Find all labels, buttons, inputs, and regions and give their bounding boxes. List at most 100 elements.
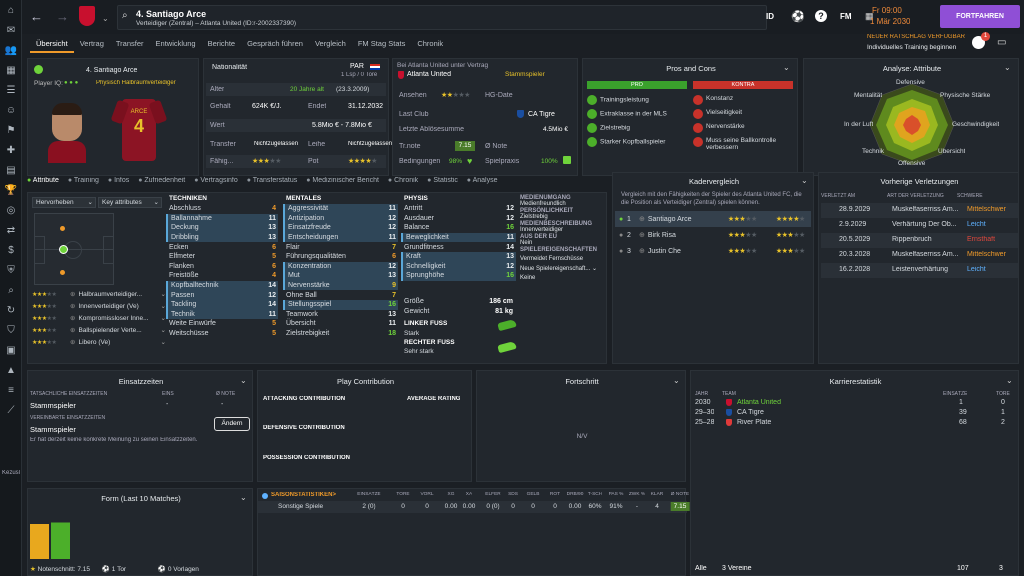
subtab-contract-info[interactable]: Vertragsinfo [200, 177, 238, 184]
match-sharpness-label: Spielpraxis [485, 158, 520, 165]
attribute-row: Antizipation 12 [283, 213, 398, 224]
transfers-icon[interactable]: ⇄ [6, 224, 16, 236]
refresh-icon[interactable]: ↻ [6, 304, 16, 316]
role-item[interactable]: ★★★★★ ⊕ Innenverteidiger (Ve) ⌄ [32, 302, 166, 311]
season-stats-title[interactable]: SAISONSTATISTIKEN> [271, 492, 336, 498]
season-row: Sonstige Spiele 2 (0) 0 0 0.00 0.00 0 (0) 0 0 0 0… [258, 501, 690, 513]
ball-icon[interactable]: ⚽ [791, 11, 805, 23]
club-icon[interactable]: ⛨ [7, 264, 15, 276]
fm-menu-button[interactable]: FM [840, 12, 852, 21]
season-value: 0.00 [568, 503, 582, 510]
subtab-happiness[interactable]: Zufriedenheit [144, 177, 186, 184]
tab-development[interactable]: Entwicklung [155, 39, 196, 48]
highlight-dropdown[interactable]: Hervorheben ⌄ [32, 197, 96, 208]
career-year-header: JAHR [695, 391, 709, 397]
actual-time-value: Stammspieler [30, 401, 76, 410]
tab-history[interactable]: Chronik [417, 39, 444, 48]
attribute-row: Ecken 6 [169, 243, 276, 251]
squad-comparison-row[interactable]: ● 3 ⊕ Justin Che ★★★★★ ★★★★★ [619, 247, 805, 256]
dynamics-icon[interactable]: ☰ [6, 84, 16, 96]
shirt-name: ARCE [130, 109, 148, 115]
subtab-info[interactable]: Infos [114, 177, 130, 184]
chart-icon[interactable]: ▲ [6, 364, 16, 376]
chevron-down-icon[interactable]: ⌄ [240, 376, 247, 385]
shield-icon[interactable]: ⛉ [7, 324, 15, 336]
subtab-transfer-status[interactable]: Transferstatus [252, 177, 298, 184]
bag-icon[interactable]: ▣ [6, 344, 16, 356]
chevron-down-icon[interactable]: ⌄ [240, 493, 247, 502]
tab-talk[interactable]: Gespräch führen [247, 39, 303, 48]
chevron-down-icon[interactable]: ⌄ [783, 63, 790, 72]
key-attributes-dropdown[interactable]: Key attributes ⌄ [98, 197, 162, 208]
medical-icon[interactable]: ✚ [6, 144, 16, 156]
subtab-history[interactable]: Chronik [394, 177, 419, 184]
role-item[interactable]: ★★★★★ ⊕ Libero (Ve) ⌄ [32, 338, 166, 347]
tab-overview[interactable]: Übersicht [30, 39, 74, 53]
subtab-attributes[interactable]: Attribute [32, 177, 59, 184]
player-shirt: ARCE 4 [110, 99, 168, 161]
home-icon[interactable]: ⌂ [7, 4, 15, 16]
subtab-training[interactable]: Training [73, 177, 99, 184]
change-button[interactable]: Ändern [214, 417, 250, 431]
tip-text[interactable]: Individuelles Training beginnen [867, 44, 957, 51]
injuries-title: Vorherige Verletzungen [880, 177, 959, 186]
chevron-down-icon[interactable]: ⌄ [673, 376, 680, 385]
player-subtitle: Verteidiger (Zentral) – Atlanta United (… [136, 20, 297, 27]
media-info: MEDIENUMGANG Medienfreundlich PERSÖNLICH… [520, 195, 606, 281]
form-panel: Form (Last 10 Matches) ⌄ ★ Notenschnitt:… [27, 488, 253, 576]
screen-icon[interactable]: ▭ [997, 37, 1007, 48]
tactics-icon[interactable]: ▦ [6, 64, 16, 76]
continue-button[interactable]: FORTFAHREN [940, 5, 1020, 28]
subtab-analysis[interactable]: Analyse [472, 177, 498, 184]
injury-severity-header: SCHWERE [957, 193, 983, 199]
search-icon: ⌕ [122, 10, 128, 21]
finances-icon[interactable]: $ [8, 244, 14, 256]
subtab-medical[interactable]: Medizinischer Bericht [312, 177, 379, 184]
tab-compare[interactable]: Vergleich [314, 39, 346, 48]
chevron-down-icon[interactable]: ⌄ [102, 14, 109, 23]
con-item: Konstanz [693, 95, 793, 105]
subtab-statistic[interactable]: Statistic [433, 177, 458, 184]
attributes-panel: Hervorheben ⌄ Key attributes ⌄ ★★★★★ ⊕ Halbr… [27, 192, 607, 364]
add-trait-item[interactable]: Neue Spielereigenschaft... ⌄ [520, 266, 598, 272]
form-footer: ★ Notenschnitt: 7.15 ⚽ 1 Tor ⚽ 0 Vorlage… [30, 565, 199, 573]
tab-fm-stag-stats[interactable]: FM Stag Stats [357, 39, 406, 48]
attribute-row: Grundfitness 14 [404, 243, 514, 251]
tab-transfer[interactable]: Transfer [115, 39, 144, 48]
tab-reports[interactable]: Berichte [207, 39, 236, 48]
schedule-icon[interactable]: ▤ [6, 164, 16, 176]
activity-icon[interactable]: ⟋ [7, 404, 15, 416]
chevron-down-icon[interactable]: ⌄ [1006, 376, 1013, 385]
search-icon[interactable]: ⌕ [8, 284, 14, 296]
radar-label-aerial: In der Luft [844, 121, 874, 128]
help-icon[interactable]: ? [815, 10, 827, 22]
scouting-icon[interactable]: ◎ [6, 204, 16, 216]
radar-label-defensive: Defensive [896, 79, 925, 86]
forward-arrow-icon[interactable]: → [56, 9, 69, 24]
squad-comparison-panel: Kadervergleich ⌄ Vergleich mit den Fähig… [612, 172, 814, 364]
squad-comparison-row[interactable]: ● 1 ⊕ Santiago Arce ★★★★★ ★★★★★ [615, 211, 811, 227]
calendar-icon[interactable]: ▦ [865, 11, 874, 21]
back-arrow-icon[interactable]: ← [30, 9, 43, 24]
tab-contract[interactable]: Vertrag [79, 39, 104, 48]
training-icon[interactable]: ⚑ [6, 124, 16, 136]
squad-icon[interactable]: 👥 [4, 44, 18, 56]
playing-time-title: Einsatzzeiten [118, 377, 164, 386]
search-bar[interactable]: ⌕ 4. Santiago Arce Verteidiger (Zentral)… [117, 5, 767, 30]
chevron-down-icon[interactable]: ⌄ [801, 176, 808, 185]
left-foot-value: Stark [404, 330, 420, 337]
chevron-down-icon[interactable]: ⌄ [1004, 63, 1011, 72]
inbox-icon[interactable]: ✉ [6, 24, 16, 36]
role-item[interactable]: ★★★★★ ⊕ Kompromissloser Inne... ⌄ [32, 314, 166, 323]
squad-comparison-row[interactable]: ● 2 ⊕ Birk Risa ★★★★★ ★★★★★ [619, 231, 805, 240]
competitions-icon[interactable]: 🏆 [4, 184, 18, 196]
technical-list: Abschluss 4 Ballannahme 11 Deckung 13 Dribblin… [166, 204, 278, 338]
role-item[interactable]: ★★★★★ ⊕ Halbraumverteidiger... ⌄ [32, 290, 166, 299]
season-header: ROT [549, 492, 561, 497]
role-item[interactable]: ★★★★★ ⊕ Ballspielender Verte... ⌄ [32, 326, 166, 335]
staff-icon[interactable]: ☺ [5, 104, 17, 116]
stats-icon[interactable]: ≡ [8, 384, 14, 396]
season-value: 0 [553, 503, 557, 510]
id-button[interactable]: ID [766, 12, 774, 21]
contract-end-label: Endet [308, 103, 327, 110]
